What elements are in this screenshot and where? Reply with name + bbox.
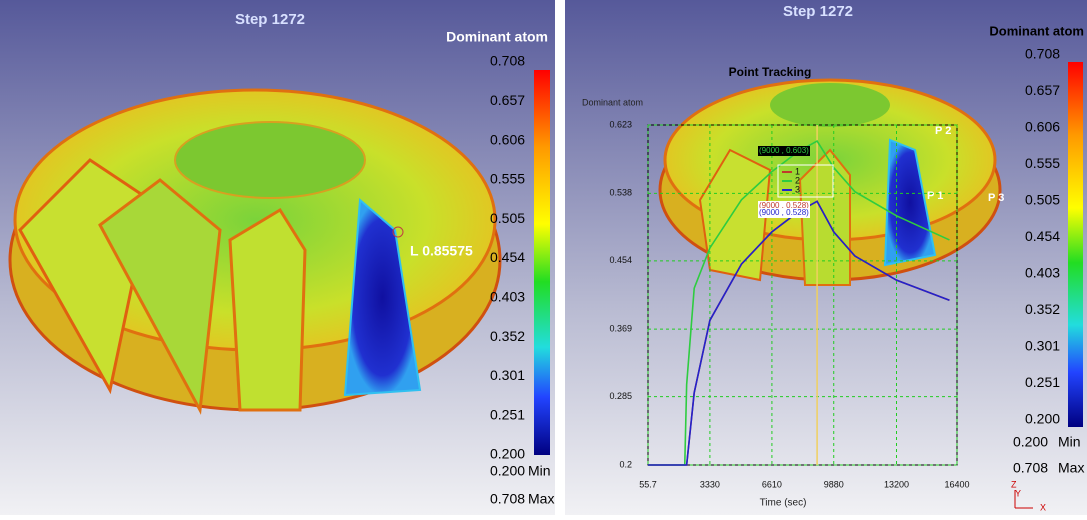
colorbar-label: 0.606	[490, 131, 525, 147]
colorbar	[1068, 62, 1083, 427]
y-tick-label: 0.2	[619, 459, 632, 469]
x-tick-label: 3330	[700, 479, 720, 489]
max-text: Max	[1058, 460, 1084, 476]
x-tick-label: 13200	[884, 479, 909, 489]
triad-label: Y	[1015, 488, 1021, 498]
y-tick-label: 0.538	[609, 188, 632, 198]
colorbar	[534, 70, 550, 455]
legend-title: Dominant atom	[446, 29, 548, 45]
min-value: 0.200	[1013, 434, 1048, 450]
annotation: (9000 , 0.528)	[759, 208, 809, 217]
point-label: P 2	[935, 125, 951, 137]
colorbar-label: 0.301	[1025, 338, 1060, 354]
legend-title: Dominant atom	[989, 23, 1084, 38]
colorbar-label: 0.200	[1025, 411, 1060, 427]
colorbar-label: 0.301	[490, 367, 525, 383]
colorbar-label: 0.657	[1025, 82, 1060, 98]
step-title: Step 1272	[783, 3, 853, 20]
colorbar-label: 0.454	[490, 249, 525, 265]
max-text: Max	[528, 491, 554, 507]
colorbar-label: 0.505	[490, 210, 525, 226]
x-tick-label: 16400	[944, 479, 969, 489]
colorbar-label: 0.708	[490, 53, 525, 69]
colorbar-label: 0.454	[1025, 228, 1060, 244]
y-tick-label: 0.454	[609, 255, 632, 265]
colorbar-label: 0.251	[1025, 374, 1060, 390]
colorbar-label: 0.555	[490, 171, 525, 187]
min-value: 0.200	[490, 463, 525, 479]
colorbar-label: 0.352	[490, 328, 525, 344]
y-tick-label: 0.623	[609, 119, 632, 129]
y-axis-label: Dominant atom	[582, 97, 643, 107]
step-title: Step 1272	[235, 11, 305, 28]
x-tick-label: 9880	[824, 479, 844, 489]
colorbar-label: 0.251	[490, 406, 525, 422]
min-text: Min	[528, 463, 551, 479]
page: Step 1272 Dominant atom L 0.85575 0.708 0…	[0, 0, 1087, 520]
point-label: P 3	[988, 192, 1004, 204]
chart-title: Point Tracking	[729, 65, 812, 79]
point-label: P 1	[927, 190, 943, 202]
colorbar-label: 0.606	[1025, 119, 1060, 135]
max-value: 0.708	[1013, 460, 1048, 476]
colorbar-label: 0.708	[1025, 46, 1060, 62]
screenshot: Step 1272 Dominant atom L 0.85575 0.708 0…	[0, 0, 1087, 515]
colorbar-label: 0.657	[490, 92, 525, 108]
colorbar-label: 0.403	[1025, 265, 1060, 281]
gear-right	[660, 80, 1000, 285]
x-tick-label: 55.7	[639, 479, 657, 489]
colorbar-label: 0.403	[490, 289, 525, 305]
x-axis-label: Time (sec)	[760, 498, 807, 509]
x-tick-label: 6610	[762, 479, 782, 489]
max-value: 0.708	[490, 491, 525, 507]
probe-label: L 0.85575	[410, 243, 473, 259]
triad-label: X	[1040, 502, 1046, 512]
annotation: (9000 , 0.603)	[759, 146, 809, 155]
colorbar-label: 0.555	[1025, 155, 1060, 171]
colorbar-label: 0.200	[490, 446, 525, 462]
y-tick-label: 0.369	[609, 324, 632, 334]
min-text: Min	[1058, 434, 1081, 450]
colorbar-label: 0.352	[1025, 301, 1060, 317]
y-tick-label: 0.285	[609, 391, 632, 401]
colorbar-label: 0.505	[1025, 192, 1060, 208]
legend-label: 3	[795, 184, 800, 194]
